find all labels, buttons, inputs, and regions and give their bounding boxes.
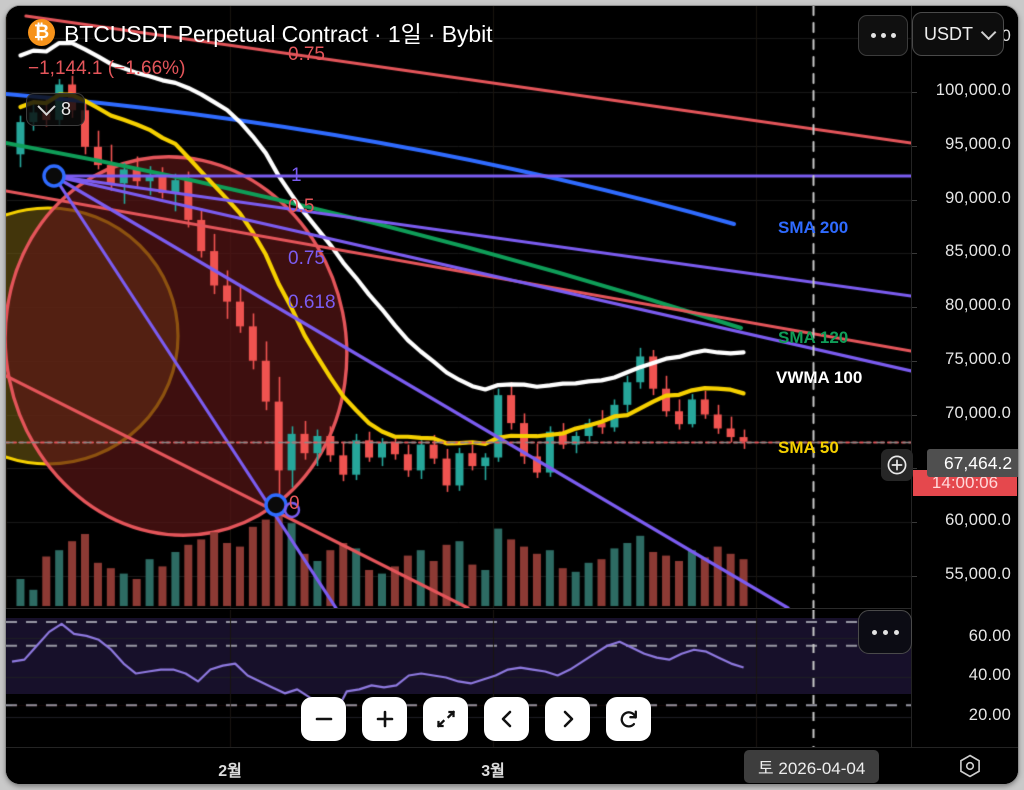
rsi-axis-label: 20.00 [968, 706, 1011, 725]
indicator-label-sma-50: SMA 50 [778, 438, 839, 457]
price-axis-tick [912, 199, 917, 201]
price-axis-label: 80,000.0 [945, 296, 1011, 314]
time-axis-label: 3월 [481, 763, 505, 780]
current-price-tag[interactable]: 67,464.2 [927, 449, 1018, 477]
rsi-more-button[interactable] [858, 610, 912, 654]
quote-currency-label: USDT [924, 23, 973, 44]
price-axis-label: 90,000.0 [945, 188, 1011, 207]
indicator-label-vwma-100: VWMA 100 [776, 368, 863, 387]
more-horizontal-icon [870, 33, 876, 38]
indicator-label-sma-120: SMA 120 [778, 328, 849, 347]
rsi-axis-label: 60.00 [968, 626, 1011, 645]
chevron-right-icon [563, 710, 573, 728]
price-axis-label: 70,000.0 [945, 403, 1011, 422]
price-axis[interactable]: 105,000.0100,000.095,000.090,000.085,000… [911, 6, 1018, 747]
cursor-date-text: 토 2026-04-04 [758, 759, 866, 778]
fib-label: 0.75 [288, 44, 325, 65]
price-axis-tick [912, 575, 917, 577]
scroll-left-button[interactable] [484, 697, 529, 741]
price-axis-tick [912, 468, 917, 470]
chart-settings-button[interactable] [953, 750, 987, 784]
quote-currency-select[interactable]: USDT [912, 12, 1004, 56]
more-horizontal-icon [880, 33, 886, 38]
indicator-count-badge[interactable]: 8 [26, 93, 86, 126]
fullscreen-button[interactable] [423, 697, 468, 741]
fib-label: 0 [289, 493, 300, 514]
more-horizontal-icon [871, 629, 877, 635]
reset-chart-button[interactable] [606, 697, 651, 741]
countdown-text: 14:00:06 [931, 473, 999, 492]
fib-label: 1 [291, 165, 302, 186]
plus-circle-icon [887, 455, 907, 475]
price-axis-label: 95,000.0 [945, 134, 1011, 153]
price-axis-label: 100,000.0 [935, 81, 1011, 99]
indicator-count-text: 8 [61, 99, 72, 119]
time-axis-label: 2월 [218, 763, 242, 780]
indicator-label-sma-200: SMA 200 [778, 218, 849, 237]
chevron-left-icon [501, 710, 511, 728]
price-axis-label: 60,000.0 [945, 511, 1011, 529]
add-alert-button[interactable] [881, 449, 913, 481]
more-horizontal-icon [893, 629, 899, 635]
expand-icon [436, 710, 455, 728]
rsi-axis-label: 40.00 [968, 666, 1011, 685]
price-axis-tick [912, 522, 917, 523]
pane-separator [6, 608, 1018, 609]
plus-icon [376, 710, 393, 728]
chart-window: 105,000.0100,000.095,000.090,000.085,000… [6, 6, 1018, 784]
rsi-pane[interactable] [6, 610, 911, 747]
chart-toolbar[interactable] [301, 697, 651, 741]
zoom-in-button[interactable] [362, 697, 407, 741]
chart-more-button[interactable] [858, 15, 908, 56]
price-axis-tick [912, 145, 917, 147]
price-axis-tick [912, 253, 917, 255]
price-chart-canvas[interactable] [6, 6, 911, 608]
chevron-down-icon [37, 97, 56, 116]
fib-label: 0.618 [288, 292, 336, 313]
more-horizontal-icon [890, 33, 896, 38]
price-axis-tick [912, 307, 917, 308]
settings-hex-icon [960, 754, 980, 778]
price-axis-label: 85,000.0 [945, 242, 1011, 261]
minus-icon [315, 717, 332, 721]
more-horizontal-icon [882, 629, 888, 635]
zoom-out-button[interactable] [301, 697, 346, 741]
price-change: −1,144.1 (−1.66%) [28, 58, 186, 79]
price-axis-tick [912, 414, 917, 416]
price-axis-tick [912, 360, 917, 362]
fib-label: 0.5 [288, 196, 315, 217]
reset-icon [620, 710, 637, 728]
price-axis-tick [912, 92, 917, 93]
chevron-down-icon [980, 24, 997, 40]
cursor-date-chip[interactable]: 토 2026-04-04 [744, 750, 880, 783]
current-price-text: 67,464.2 [943, 452, 1013, 473]
scroll-right-button[interactable] [545, 697, 590, 741]
price-axis-label: 75,000.0 [945, 349, 1011, 368]
fib-label: 0.75 [288, 248, 325, 269]
price-axis-label: 55,000.0 [945, 564, 1011, 583]
